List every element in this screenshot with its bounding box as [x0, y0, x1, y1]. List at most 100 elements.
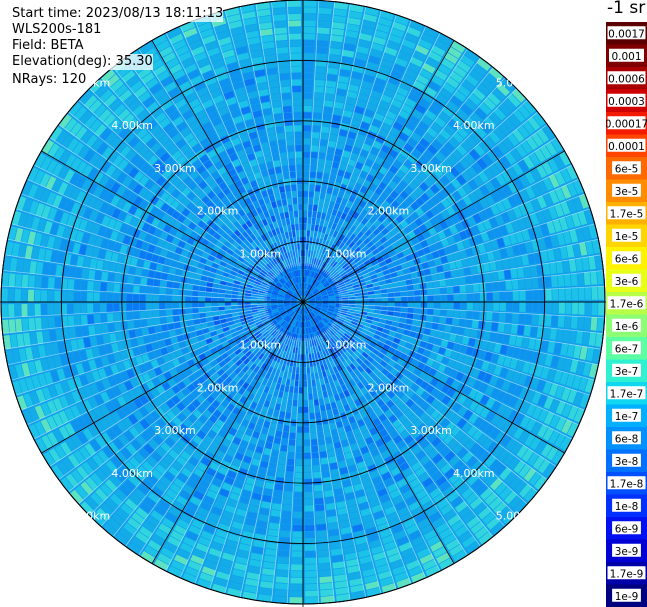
range-gate: [274, 314, 281, 319]
range-gate: [89, 79, 104, 94]
range-gate: [80, 130, 93, 144]
range-gate: [387, 461, 398, 471]
range-gate: [139, 406, 149, 418]
range-gate: [382, 253, 390, 260]
range-gate: [301, 308, 303, 315]
range-gate: [513, 384, 523, 397]
range-gate: [495, 377, 505, 389]
range-gate: [450, 425, 461, 437]
range-gate: [398, 541, 413, 552]
range-gate: [466, 310, 473, 319]
range-gate: [85, 221, 94, 233]
range-gate: [178, 171, 188, 182]
range-gate: [313, 258, 317, 265]
range-gate: [353, 228, 360, 236]
range-gate: [340, 271, 347, 277]
range-gate: [308, 399, 314, 407]
range-gate: [282, 511, 292, 518]
range-gate: [319, 253, 324, 260]
range-gate: [285, 478, 294, 485]
range-gate: [341, 383, 348, 392]
range-gate: [297, 321, 300, 328]
range-gate: [127, 321, 135, 330]
range-gate: [166, 388, 176, 399]
range-gate: [290, 302, 297, 304]
range-gate: [291, 304, 297, 307]
range-gate: [315, 304, 322, 307]
range-gate: [483, 372, 493, 384]
range-gate: [242, 112, 253, 121]
range-gate: [292, 294, 298, 299]
range-gate: [210, 541, 224, 552]
range-gate: [364, 68, 377, 77]
range-gate: [308, 243, 312, 251]
range-gate: [465, 492, 479, 505]
range-gate: [284, 259, 289, 266]
range-gate: [384, 505, 397, 516]
range-gate: [284, 284, 289, 289]
range-gate: [368, 363, 376, 371]
range-gate: [111, 252, 119, 263]
range-gate: [330, 353, 336, 360]
range-gate: [313, 325, 318, 332]
range-gate: [232, 421, 241, 431]
range-gate: [177, 439, 188, 450]
range-gate: [404, 97, 417, 108]
range-gate: [230, 109, 241, 119]
range-gate: [425, 188, 435, 198]
range-gate: [127, 118, 140, 131]
range-gate: [440, 373, 449, 383]
range-gate: [35, 389, 46, 403]
range-gate: [345, 223, 353, 231]
range-gate: [204, 105, 217, 115]
range-gate: [360, 562, 375, 571]
range-gate: [326, 340, 332, 347]
range-gate: [212, 583, 227, 594]
range-gate: [238, 425, 247, 434]
range-gate: [481, 360, 490, 371]
range-gate: [439, 220, 449, 230]
range-gate: [274, 27, 287, 35]
range-gate: [35, 438, 48, 453]
range-gate: [158, 117, 171, 129]
range-gate: [160, 99, 173, 111]
range-gate: [312, 289, 318, 294]
range-gate: [522, 120, 535, 135]
range-gate: [184, 445, 195, 456]
range-gate: [330, 360, 336, 368]
range-gate: [537, 393, 548, 407]
range-gate: [436, 552, 451, 564]
range-gate: [344, 350, 351, 358]
range-gate: [241, 335, 248, 341]
range-gate: [565, 302, 572, 315]
range-gate: [340, 260, 347, 267]
range-gate: [287, 317, 292, 323]
range-gate: [28, 424, 40, 439]
range-gate: [348, 304, 355, 307]
range-gate: [317, 27, 330, 35]
range-gate: [255, 265, 262, 272]
range-gate: [226, 448, 237, 458]
range-gate: [530, 377, 540, 390]
range-gate: [488, 67, 503, 81]
range-gate: [457, 405, 468, 417]
range-gate: [207, 111, 219, 121]
range-gate: [117, 341, 126, 352]
range-gate: [209, 53, 223, 63]
range-gate: [150, 388, 160, 399]
range-gate: [99, 404, 110, 417]
range-gate: [265, 275, 271, 281]
range-gate: [579, 346, 588, 360]
range-gate: [291, 326, 295, 333]
range-gate: [377, 522, 390, 532]
range-gate: [475, 358, 484, 369]
range-gate: [277, 256, 282, 263]
range-gate: [261, 454, 271, 462]
range-gate: [303, 191, 308, 198]
range-gate: [266, 343, 273, 350]
range-gate: [78, 219, 88, 231]
range-gate: [326, 312, 333, 317]
range-gate: [145, 214, 155, 225]
range-gate: [114, 322, 122, 332]
range-gate: [333, 574, 348, 582]
